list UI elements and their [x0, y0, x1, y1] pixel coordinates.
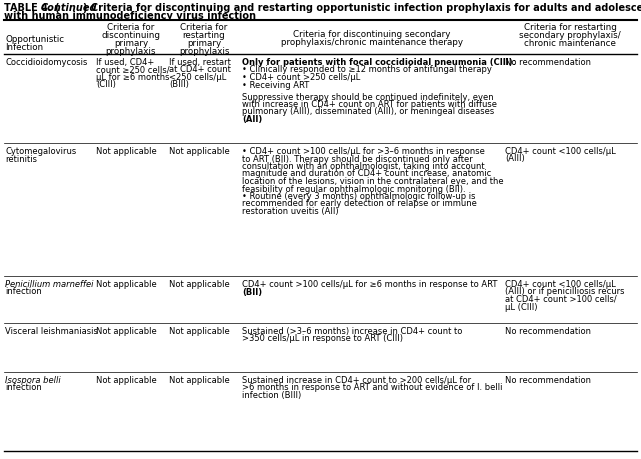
Text: primary: primary	[187, 39, 221, 48]
Text: Cytomegalovirus: Cytomegalovirus	[5, 147, 76, 156]
Text: No recommendation: No recommendation	[505, 326, 591, 335]
Text: Not applicable: Not applicable	[96, 326, 157, 335]
Text: (BIII): (BIII)	[169, 80, 189, 90]
Text: Criteria for: Criteria for	[180, 23, 228, 32]
Text: prophylaxis/chronic maintenance therapy: prophylaxis/chronic maintenance therapy	[281, 38, 463, 47]
Text: infection: infection	[5, 287, 42, 296]
Text: (AIII) or if penicilliosis recurs: (AIII) or if penicilliosis recurs	[505, 287, 624, 296]
Text: • CD4+ count >100 cells/μL for >3–6 months in response: • CD4+ count >100 cells/μL for >3–6 mont…	[242, 147, 485, 156]
Text: with human immunodeficiency virus infection: with human immunodeficiency virus infect…	[4, 11, 256, 21]
Text: Not applicable: Not applicable	[169, 147, 229, 156]
Text: (BII): (BII)	[242, 287, 262, 296]
Text: prophylaxis: prophylaxis	[179, 47, 229, 56]
Text: Isospora belli: Isospora belli	[5, 375, 61, 384]
Text: >350 cells/μL in response to ART (CIII): >350 cells/μL in response to ART (CIII)	[242, 334, 403, 343]
Text: No recommendation: No recommendation	[505, 375, 591, 384]
Text: Not applicable: Not applicable	[169, 326, 229, 335]
Text: infection (BIII): infection (BIII)	[242, 390, 301, 399]
Text: discontinuing: discontinuing	[101, 31, 160, 40]
Text: Not applicable: Not applicable	[96, 147, 157, 156]
Text: primary: primary	[114, 39, 148, 48]
Text: at CD4+ count: at CD4+ count	[169, 65, 231, 74]
Text: If used, CD4+: If used, CD4+	[96, 58, 154, 67]
Text: Criteria for: Criteria for	[107, 23, 154, 32]
Text: • Receiving ART: • Receiving ART	[242, 80, 309, 90]
Text: TABLE 4. (: TABLE 4. (	[4, 3, 60, 13]
Text: prophylaxis: prophylaxis	[106, 47, 156, 56]
Text: (AII): (AII)	[242, 115, 262, 124]
Text: Sustained (>3–6 months) increase in CD4+ count to: Sustained (>3–6 months) increase in CD4+…	[242, 326, 462, 335]
Text: Not applicable: Not applicable	[169, 280, 229, 288]
Text: Visceral leishmaniasis: Visceral leishmaniasis	[5, 326, 98, 335]
Text: chronic maintenance: chronic maintenance	[524, 39, 616, 48]
Text: restarting: restarting	[183, 31, 226, 40]
Text: to ART (BII). Therapy should be discontinued only after: to ART (BII). Therapy should be disconti…	[242, 154, 473, 163]
Text: secondary prophylaxis/: secondary prophylaxis/	[519, 31, 621, 40]
Text: • Clinically responded to ≥12 months of antifungal therapy: • Clinically responded to ≥12 months of …	[242, 65, 492, 74]
Text: Coccidioidomycosis: Coccidioidomycosis	[5, 58, 87, 67]
Text: CD4+ count <100 cells/μL: CD4+ count <100 cells/μL	[505, 147, 616, 156]
Text: Suppressive therapy should be continued indefinitely, even: Suppressive therapy should be continued …	[242, 92, 494, 101]
Text: feasibility of regular ophthalmologic monitoring (BII).: feasibility of regular ophthalmologic mo…	[242, 184, 465, 193]
Text: ) Criteria for discontinuing and restarting opportunistic infection prophylaxis : ) Criteria for discontinuing and restart…	[83, 3, 641, 13]
Text: μL for ≥6 months: μL for ≥6 months	[96, 73, 169, 82]
Text: Only for patients with focal coccidioidal pneumonia (CIII):: Only for patients with focal coccidioida…	[242, 58, 516, 67]
Text: Not applicable: Not applicable	[169, 375, 229, 384]
Text: If used, restart: If used, restart	[169, 58, 231, 67]
Text: • CD4+ count >250 cells/μL: • CD4+ count >250 cells/μL	[242, 73, 360, 82]
Text: pulmonary (AIII), disseminated (AIII), or meningeal diseases: pulmonary (AIII), disseminated (AIII), o…	[242, 107, 494, 116]
Text: count ≥250 cells/: count ≥250 cells/	[96, 65, 170, 74]
Text: Criteria for discontinuing secondary: Criteria for discontinuing secondary	[294, 30, 451, 39]
Text: Sustained increase in CD4+ count to >200 cells/μL for: Sustained increase in CD4+ count to >200…	[242, 375, 471, 384]
Text: Not applicable: Not applicable	[96, 375, 157, 384]
Text: location of the lesions, vision in the contralateral eye, and the: location of the lesions, vision in the c…	[242, 177, 504, 185]
Text: magnitude and duration of CD4+ count increase, anatomic: magnitude and duration of CD4+ count inc…	[242, 169, 491, 178]
Text: Criteria for restarting: Criteria for restarting	[524, 23, 617, 32]
Text: retinitis: retinitis	[5, 154, 37, 163]
Text: Penicillium marneffei: Penicillium marneffei	[5, 280, 94, 288]
Text: with increase in CD4+ count on ART for patients with diffuse: with increase in CD4+ count on ART for p…	[242, 100, 497, 109]
Text: No recommendation: No recommendation	[505, 58, 591, 67]
Text: Opportunistic: Opportunistic	[5, 35, 64, 44]
Text: Infection: Infection	[5, 43, 43, 52]
Text: Continued: Continued	[41, 3, 97, 13]
Text: infection: infection	[5, 383, 42, 392]
Text: restoration uveitis (AII): restoration uveitis (AII)	[242, 207, 338, 216]
Text: CD4+ count <100 cells/μL: CD4+ count <100 cells/μL	[505, 280, 616, 288]
Text: μL (CIII): μL (CIII)	[505, 302, 538, 311]
Text: (AIII): (AIII)	[505, 154, 525, 163]
Text: • Routine (every 3 months) ophthalmologic follow-up is: • Routine (every 3 months) ophthalmologi…	[242, 191, 476, 201]
Text: consultation with an ophthalmologist, taking into account: consultation with an ophthalmologist, ta…	[242, 162, 485, 171]
Text: Not applicable: Not applicable	[96, 280, 157, 288]
Text: >6 months in response to ART and without evidence of I. belli: >6 months in response to ART and without…	[242, 383, 503, 392]
Text: at CD4+ count >100 cells/: at CD4+ count >100 cells/	[505, 294, 617, 303]
Text: CD4+ count >100 cells/μL for ≥6 months in response to ART: CD4+ count >100 cells/μL for ≥6 months i…	[242, 280, 497, 288]
Text: recommended for early detection of relapse or immune: recommended for early detection of relap…	[242, 199, 477, 208]
Text: <250 cells/μL: <250 cells/μL	[169, 73, 226, 82]
Text: (CIII): (CIII)	[96, 80, 116, 90]
